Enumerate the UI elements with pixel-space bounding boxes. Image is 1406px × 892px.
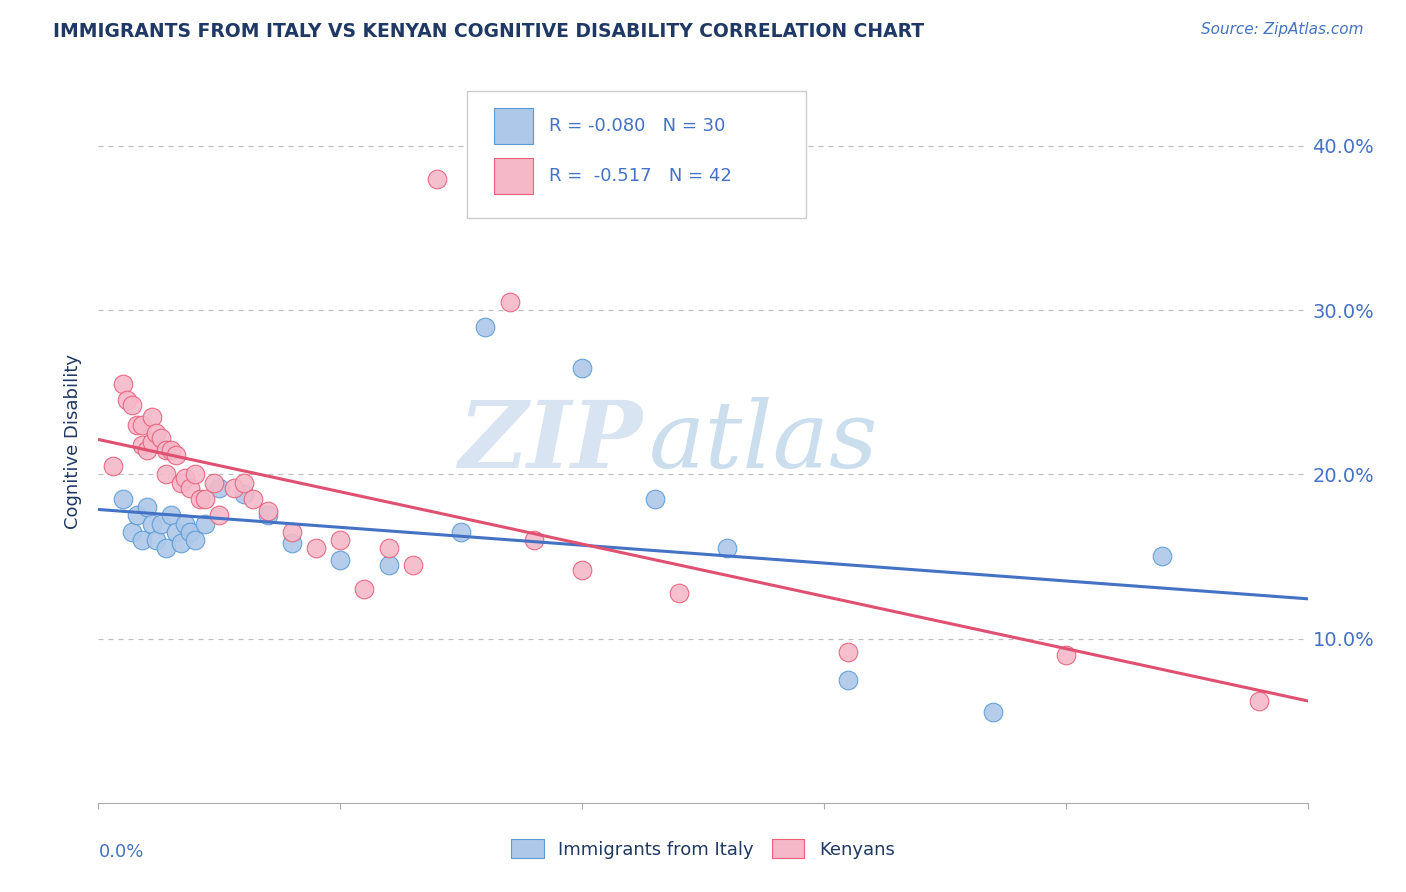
Point	[498, 295, 520, 310]
Text: IMMIGRANTS FROM ITALY VS KENYAN COGNITIVE DISABILITY CORRELATION CHART: IMMIGRANTS FROM ITALY VS KENYAN COGNITIV…	[53, 22, 925, 41]
Point	[402, 558, 425, 572]
Point	[179, 481, 201, 495]
Point	[184, 467, 207, 482]
Point	[131, 533, 153, 547]
Point	[232, 487, 254, 501]
Point	[1152, 549, 1174, 564]
Point	[281, 536, 304, 550]
Point	[329, 533, 352, 547]
Point	[426, 171, 449, 186]
Point	[135, 500, 157, 515]
Point	[127, 418, 149, 433]
Point	[474, 319, 496, 334]
Point	[150, 516, 173, 531]
Point	[131, 418, 153, 433]
Point	[155, 442, 177, 457]
Text: Source: ZipAtlas.com: Source: ZipAtlas.com	[1201, 22, 1364, 37]
Point	[571, 360, 593, 375]
Point	[184, 533, 207, 547]
Point	[127, 508, 149, 523]
Y-axis label: Cognitive Disability: Cognitive Disability	[65, 354, 83, 529]
Point	[165, 448, 187, 462]
Point	[256, 508, 278, 523]
Point	[141, 434, 163, 449]
Point	[837, 645, 859, 659]
Point	[242, 491, 264, 506]
Text: atlas: atlas	[648, 397, 879, 486]
Point	[194, 516, 217, 531]
Point	[644, 491, 666, 506]
Text: ZIP: ZIP	[458, 397, 643, 486]
Point	[111, 491, 134, 506]
Point	[981, 706, 1004, 720]
Point	[450, 524, 472, 539]
FancyBboxPatch shape	[494, 108, 533, 144]
Point	[121, 524, 143, 539]
Point	[145, 533, 167, 547]
Point	[716, 541, 738, 556]
Point	[169, 475, 191, 490]
Point	[141, 516, 163, 531]
Point	[1249, 694, 1271, 708]
Point	[837, 673, 859, 687]
Point	[150, 431, 173, 445]
Point	[155, 467, 177, 482]
Point	[204, 475, 226, 490]
Point	[165, 524, 187, 539]
Point	[160, 508, 183, 523]
Point	[141, 409, 163, 424]
Point	[188, 491, 211, 506]
Point	[174, 516, 197, 531]
Point	[305, 541, 328, 556]
Point	[523, 533, 546, 547]
Point	[135, 442, 157, 457]
Point	[222, 481, 245, 495]
Point	[131, 438, 153, 452]
Point	[571, 563, 593, 577]
Point	[101, 459, 124, 474]
Point	[117, 393, 139, 408]
Point	[174, 470, 197, 484]
Point	[281, 524, 304, 539]
Point	[353, 582, 375, 597]
Point	[145, 426, 167, 441]
Text: 0.0%: 0.0%	[98, 843, 143, 861]
Point	[329, 553, 352, 567]
Point	[155, 541, 177, 556]
Point	[208, 508, 231, 523]
Point	[121, 398, 143, 412]
Point	[232, 475, 254, 490]
FancyBboxPatch shape	[494, 158, 533, 194]
Point	[160, 442, 183, 457]
FancyBboxPatch shape	[467, 91, 806, 218]
Point	[377, 541, 399, 556]
Point	[169, 536, 191, 550]
Point	[668, 585, 690, 599]
Point	[256, 503, 278, 517]
Text: R =  -0.517   N = 42: R = -0.517 N = 42	[550, 168, 733, 186]
Point	[208, 481, 231, 495]
Point	[111, 377, 134, 392]
Point	[1054, 648, 1077, 662]
Legend: Immigrants from Italy, Kenyans: Immigrants from Italy, Kenyans	[505, 832, 901, 866]
Point	[179, 524, 201, 539]
Text: R = -0.080   N = 30: R = -0.080 N = 30	[550, 117, 725, 135]
Point	[377, 558, 399, 572]
Point	[194, 491, 217, 506]
